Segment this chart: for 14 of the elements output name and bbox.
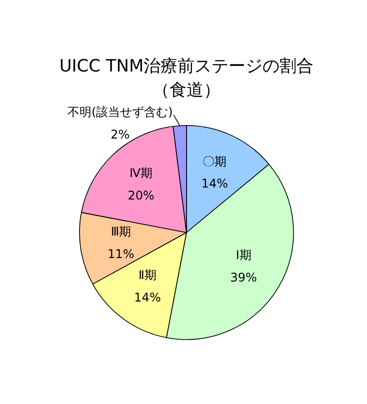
data-label: 11%: [108, 247, 134, 262]
slice-label: 〇期: [202, 154, 227, 168]
slice-label: Ⅳ期: [130, 166, 153, 180]
slice-label: Ⅰ期: [236, 248, 252, 262]
data-label: 2%: [110, 128, 130, 142]
data-label: 20%: [128, 188, 154, 202]
slice-label: Ⅱ期: [138, 268, 156, 282]
slice-label: Ⅲ期: [110, 224, 132, 239]
chart-title: UICC TNM治療前ステージの割合: [59, 56, 314, 76]
data-label: 39%: [230, 270, 257, 284]
chart-subtitle: （食道）: [152, 80, 220, 100]
slice-label: 不明(該当せず含む): [67, 105, 173, 120]
data-label: 14%: [134, 290, 161, 304]
data-label: 14%: [201, 176, 228, 191]
